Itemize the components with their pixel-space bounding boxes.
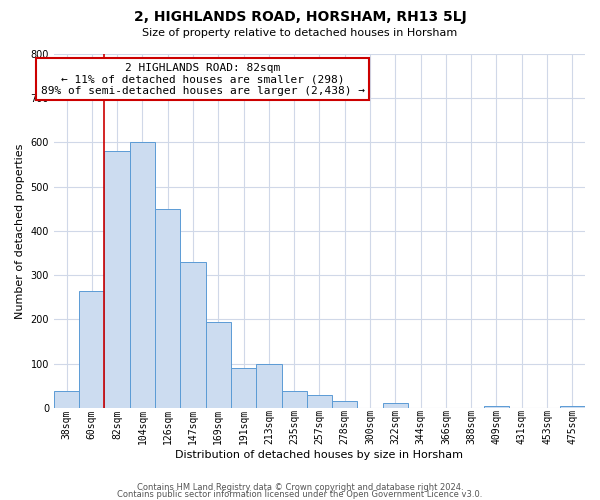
Bar: [181, 262, 206, 408]
Bar: [484, 406, 509, 408]
Bar: [231, 368, 256, 408]
Y-axis label: Number of detached properties: Number of detached properties: [15, 143, 25, 318]
X-axis label: Distribution of detached houses by size in Horsham: Distribution of detached houses by size …: [175, 450, 463, 460]
Bar: [54, 391, 79, 408]
Bar: [281, 391, 307, 408]
Text: Size of property relative to detached houses in Horsham: Size of property relative to detached ho…: [142, 28, 458, 38]
Bar: [256, 364, 281, 408]
Bar: [104, 152, 130, 408]
Text: 2 HIGHLANDS ROAD: 82sqm
← 11% of detached houses are smaller (298)
89% of semi-d: 2 HIGHLANDS ROAD: 82sqm ← 11% of detache…: [41, 63, 365, 96]
Bar: [383, 404, 408, 408]
Bar: [560, 406, 585, 408]
Bar: [155, 209, 181, 408]
Text: 2, HIGHLANDS ROAD, HORSHAM, RH13 5LJ: 2, HIGHLANDS ROAD, HORSHAM, RH13 5LJ: [134, 10, 466, 24]
Text: Contains public sector information licensed under the Open Government Licence v3: Contains public sector information licen…: [118, 490, 482, 499]
Bar: [307, 394, 332, 408]
Bar: [130, 142, 155, 408]
Text: Contains HM Land Registry data © Crown copyright and database right 2024.: Contains HM Land Registry data © Crown c…: [137, 484, 463, 492]
Bar: [206, 322, 231, 408]
Bar: [332, 401, 358, 408]
Bar: [79, 290, 104, 408]
